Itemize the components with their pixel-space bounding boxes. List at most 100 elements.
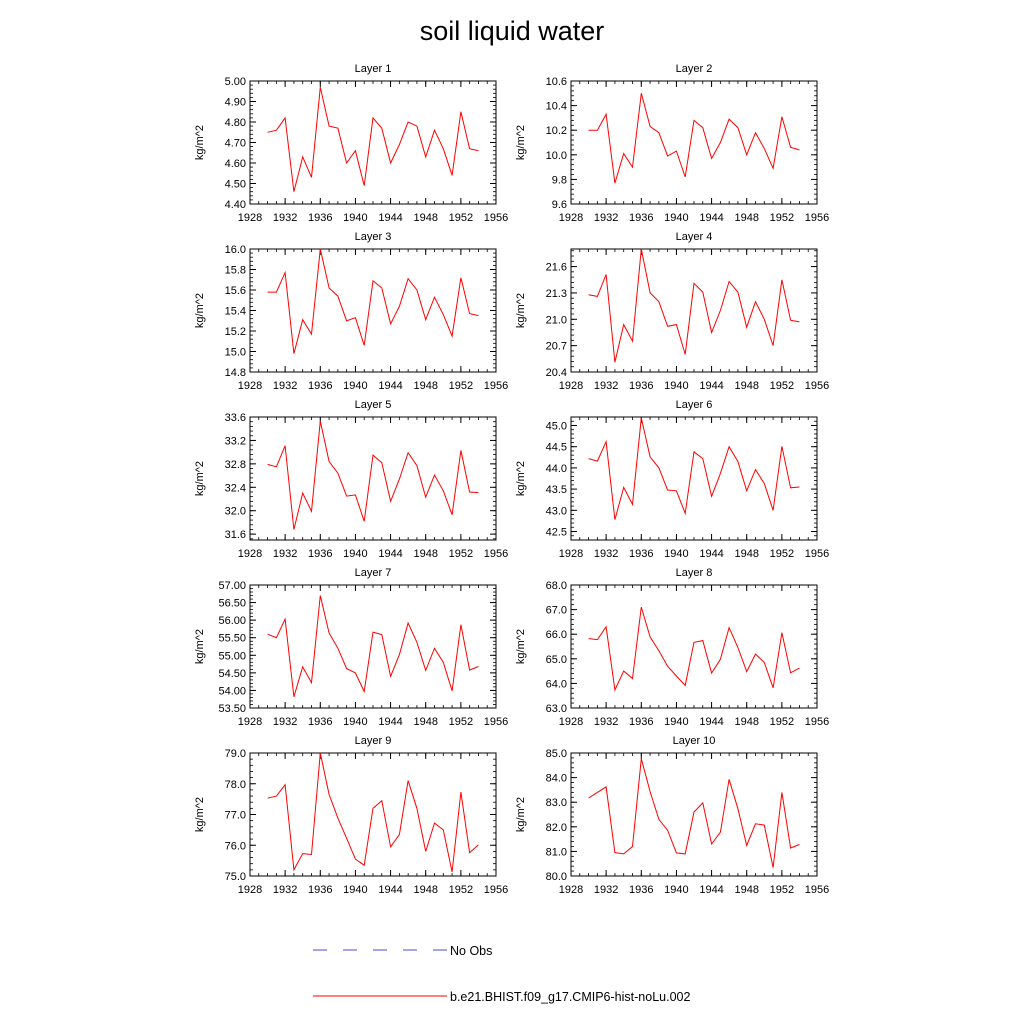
y-tick-label: 84.0 — [546, 773, 567, 785]
x-tick-label: 1944 — [699, 716, 723, 728]
panel-layer-9: Layer 9 1928 1932 1936 1940 1944 1948 1952 1956 7… — [194, 735, 508, 896]
x-tick-label: 1944 — [699, 212, 723, 224]
x-tick-label: 1932 — [273, 884, 297, 896]
y-tick-label: 15.6 — [225, 285, 246, 297]
y-tick-label: 4.50 — [225, 179, 246, 191]
x-tick-label: 1948 — [413, 884, 437, 896]
series-line-layer-4 — [588, 248, 800, 363]
y-tick-label: 83.0 — [546, 797, 567, 809]
x-tick-label: 1952 — [449, 716, 473, 728]
x-tick-label: 1928 — [559, 884, 583, 896]
x-tick-label: 1932 — [273, 380, 297, 392]
series-line-layer-7 — [267, 595, 479, 697]
x-tick-label: 1936 — [308, 380, 332, 392]
x-tick-label: 1956 — [484, 716, 508, 728]
x-tick-label: 1948 — [734, 212, 758, 224]
y-tick-label: 4.90 — [225, 97, 246, 109]
x-tick-label: 1928 — [559, 548, 583, 560]
x-tick-label: 1928 — [238, 380, 262, 392]
y-tick-label: 16.0 — [225, 244, 246, 256]
y-tick-label: 32.4 — [225, 482, 246, 494]
series-line-layer-2 — [588, 93, 800, 184]
y-tick-label: 32.8 — [225, 459, 246, 471]
panel-layer-2: Layer 2 1928 1932 1936 1940 1944 1948 1952 1956 9… — [515, 63, 829, 224]
y-tick-label: 57.00 — [218, 580, 246, 592]
y-axis-label: kg/m^2 — [515, 125, 527, 160]
x-tick-label: 1928 — [238, 212, 262, 224]
y-tick-label: 5.00 — [225, 76, 246, 88]
x-tick-label: 1952 — [770, 884, 794, 896]
y-axis-label: kg/m^2 — [515, 797, 527, 832]
y-tick-label: 31.6 — [225, 529, 246, 541]
series-line-layer-10 — [588, 758, 800, 868]
y-tick-label: 81.0 — [546, 846, 567, 858]
panel-title-layer-8: Layer 8 — [676, 567, 713, 579]
panel-layer-8: Layer 8 1928 1932 1936 1940 1944 1948 1952 1956 6… — [515, 567, 829, 728]
y-tick-label: 53.50 — [218, 703, 246, 715]
x-tick-label: 1944 — [378, 884, 402, 896]
y-tick-label: 9.8 — [552, 174, 567, 186]
y-tick-label: 64.0 — [546, 678, 567, 690]
x-tick-label: 1932 — [594, 380, 618, 392]
y-axis-label: kg/m^2 — [194, 293, 206, 328]
y-tick-label: 66.0 — [546, 629, 567, 641]
y-axis-label: kg/m^2 — [194, 461, 206, 496]
y-tick-label: 75.0 — [225, 871, 246, 883]
panel-title-layer-5: Layer 5 — [355, 399, 392, 411]
y-tick-label: 42.5 — [546, 527, 567, 539]
x-tick-label: 1936 — [308, 884, 332, 896]
legend: No Obs b.e21.BHIST.f09_g17.CMIP6-hist-no… — [313, 944, 690, 1004]
y-tick-label: 43.5 — [546, 484, 567, 496]
panel-title-layer-1: Layer 1 — [355, 63, 392, 75]
x-tick-label: 1932 — [594, 716, 618, 728]
x-tick-label: 1936 — [308, 548, 332, 560]
x-tick-label: 1944 — [378, 212, 402, 224]
panel-title-layer-3: Layer 3 — [355, 231, 392, 243]
y-tick-label: 76.0 — [225, 840, 246, 852]
panel-layer-6: Layer 6 1928 1932 1936 1940 1944 1948 1952 1956 4… — [515, 399, 829, 560]
x-tick-label: 1928 — [238, 884, 262, 896]
y-tick-label: 68.0 — [546, 580, 567, 592]
y-tick-label: 80.0 — [546, 871, 567, 883]
series-line-layer-5 — [267, 420, 479, 530]
x-tick-label: 1952 — [449, 380, 473, 392]
x-tick-label: 1952 — [770, 380, 794, 392]
x-tick-label: 1940 — [343, 884, 367, 896]
x-tick-label: 1928 — [238, 548, 262, 560]
x-tick-label: 1936 — [629, 716, 653, 728]
panel-title-layer-7: Layer 7 — [355, 567, 392, 579]
x-tick-label: 1952 — [449, 548, 473, 560]
panel-layer-7: Layer 7 1928 1932 1936 1940 1944 1948 1952 1956 5… — [194, 567, 508, 728]
x-tick-label: 1936 — [629, 380, 653, 392]
x-tick-label: 1936 — [629, 884, 653, 896]
panel-layer-10: Layer 10 1928 1932 1936 1940 1944 1948 1952 1956… — [515, 735, 829, 896]
figure-title: soil liquid water — [420, 16, 605, 46]
panels: Layer 1 1928 1932 1936 1940 1944 1948 1952 1956 4… — [194, 63, 829, 896]
y-tick-label: 43.0 — [546, 505, 567, 517]
x-tick-label: 1928 — [238, 716, 262, 728]
y-tick-label: 21.3 — [546, 288, 567, 300]
panel-title-layer-6: Layer 6 — [676, 399, 713, 411]
x-tick-label: 1944 — [378, 548, 402, 560]
x-tick-label: 1956 — [805, 548, 829, 560]
y-tick-label: 54.00 — [218, 685, 246, 697]
x-tick-label: 1956 — [484, 380, 508, 392]
y-tick-label: 65.0 — [546, 654, 567, 666]
x-tick-label: 1956 — [805, 212, 829, 224]
legend-label-model: b.e21.BHIST.f09_g17.CMIP6-hist-noLu.002 — [450, 990, 690, 1004]
x-tick-label: 1956 — [484, 212, 508, 224]
panel-title-layer-4: Layer 4 — [676, 231, 713, 243]
x-tick-label: 1948 — [734, 548, 758, 560]
y-tick-label: 79.0 — [225, 748, 246, 760]
panel-layer-3: Layer 3 1928 1932 1936 1940 1944 1948 1952 1956 1… — [194, 231, 508, 392]
x-tick-label: 1936 — [308, 212, 332, 224]
x-tick-label: 1948 — [413, 380, 437, 392]
y-axis-label: kg/m^2 — [515, 461, 527, 496]
y-tick-label: 4.70 — [225, 138, 246, 150]
y-tick-label: 32.0 — [225, 506, 246, 518]
x-tick-label: 1944 — [699, 380, 723, 392]
x-tick-label: 1940 — [664, 380, 688, 392]
x-tick-label: 1940 — [664, 548, 688, 560]
x-tick-label: 1948 — [413, 716, 437, 728]
y-tick-label: 33.6 — [225, 412, 246, 424]
